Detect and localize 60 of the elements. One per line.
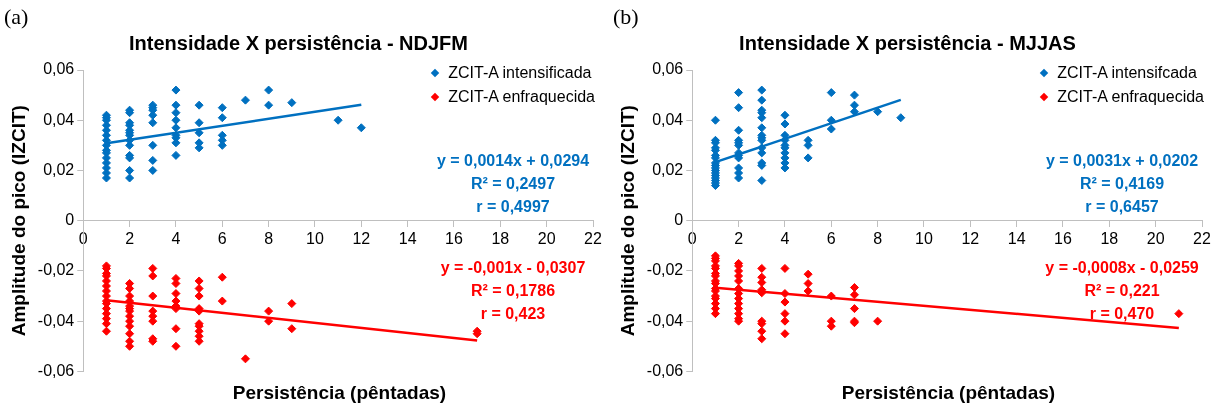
x-tick-label: 16: [445, 229, 463, 247]
x-tick-label: 4: [780, 229, 790, 247]
y-tick-label: -0,02: [37, 261, 75, 279]
legend-label: ZCIT-A intensificada: [448, 64, 592, 82]
x-tick-label: 18: [1100, 229, 1119, 247]
annotation: R² = 0,4169: [1079, 174, 1165, 192]
y-tick-label: 0,02: [43, 160, 75, 178]
y-tick-label: -0,04: [37, 311, 75, 329]
x-axis-title: Persistência (pêntadas): [840, 382, 1057, 404]
annotation: r = 0,423: [480, 304, 546, 322]
x-tick-label: 22: [1193, 229, 1211, 247]
y-tick-label: 0,04: [43, 110, 75, 128]
y-tick-label: -0,02: [646, 261, 684, 279]
y-axis-title: Amplitude do pico (IZCIT): [616, 105, 638, 337]
y-axis-title: Amplitude do pico (IZCIT): [7, 105, 29, 337]
chart-title: Intensidade X persistência - NDJFM: [129, 31, 468, 54]
text: (b): [613, 4, 639, 30]
x-tick-label: 2: [125, 229, 135, 247]
annotation: r = 0,4997: [476, 197, 550, 215]
x-tick-label: 16: [1054, 229, 1072, 247]
y-tick-label: -0,04: [646, 311, 684, 329]
annotation: r = 0,6457: [1085, 197, 1159, 215]
x-axis-title: Persistência (pêntadas): [231, 382, 448, 404]
x-tick-label: 20: [1146, 229, 1165, 247]
x-tick-label: 10: [915, 229, 933, 247]
legend-label: ZCIT-A intensifcada: [1057, 64, 1197, 82]
x-tick-label: 8: [264, 229, 274, 247]
x-tick-label: 10: [306, 229, 324, 247]
annotation: y = 0,0031x + 0,0202: [1045, 152, 1199, 170]
x-tick-label: 8: [873, 229, 883, 247]
annotation: y = -0,0008x - 0,0259: [1045, 259, 1199, 277]
text: (a): [4, 4, 29, 30]
chart-title: Intensidade X persistência - MJJAS: [739, 31, 1076, 54]
x-tick-label: 18: [491, 229, 510, 247]
legend-label: ZCIT-A enfraquecida: [1057, 88, 1204, 106]
x-tick-label: 4: [171, 229, 181, 247]
x-tick-label: 14: [1007, 229, 1026, 247]
y-tick-label: 0,02: [652, 160, 684, 178]
annotation: r = 0,470: [1089, 304, 1155, 322]
legend-label: ZCIT-A enfraquecida: [448, 88, 595, 106]
y-tick-label: 0: [674, 211, 684, 229]
annotation: y = 0,0014x + 0,0294: [436, 152, 590, 170]
y-tick-label: 0,04: [652, 110, 684, 128]
x-tick-label: 14: [398, 229, 417, 247]
annotation: y = -0,001x - 0,0307: [440, 259, 586, 277]
annotation: R² = 0,1786: [470, 281, 556, 299]
annotation: R² = 0,2497: [470, 174, 556, 192]
y-tick-label: 0,06: [43, 60, 75, 78]
x-tick-label: 12: [352, 229, 371, 247]
x-tick-label: 2: [734, 229, 744, 247]
annotation: R² = 0,221: [1084, 281, 1160, 299]
y-tick-label: 0: [65, 211, 75, 229]
y-tick-label: 0,06: [652, 60, 684, 78]
x-tick-label: 6: [217, 229, 227, 247]
y-tick-label: -0,06: [37, 361, 75, 379]
y-tick-label: -0,06: [646, 361, 684, 379]
x-tick-label: 12: [961, 229, 980, 247]
x-tick-label: 22: [584, 229, 602, 247]
x-tick-label: 6: [826, 229, 836, 247]
x-tick-label: 20: [537, 229, 556, 247]
